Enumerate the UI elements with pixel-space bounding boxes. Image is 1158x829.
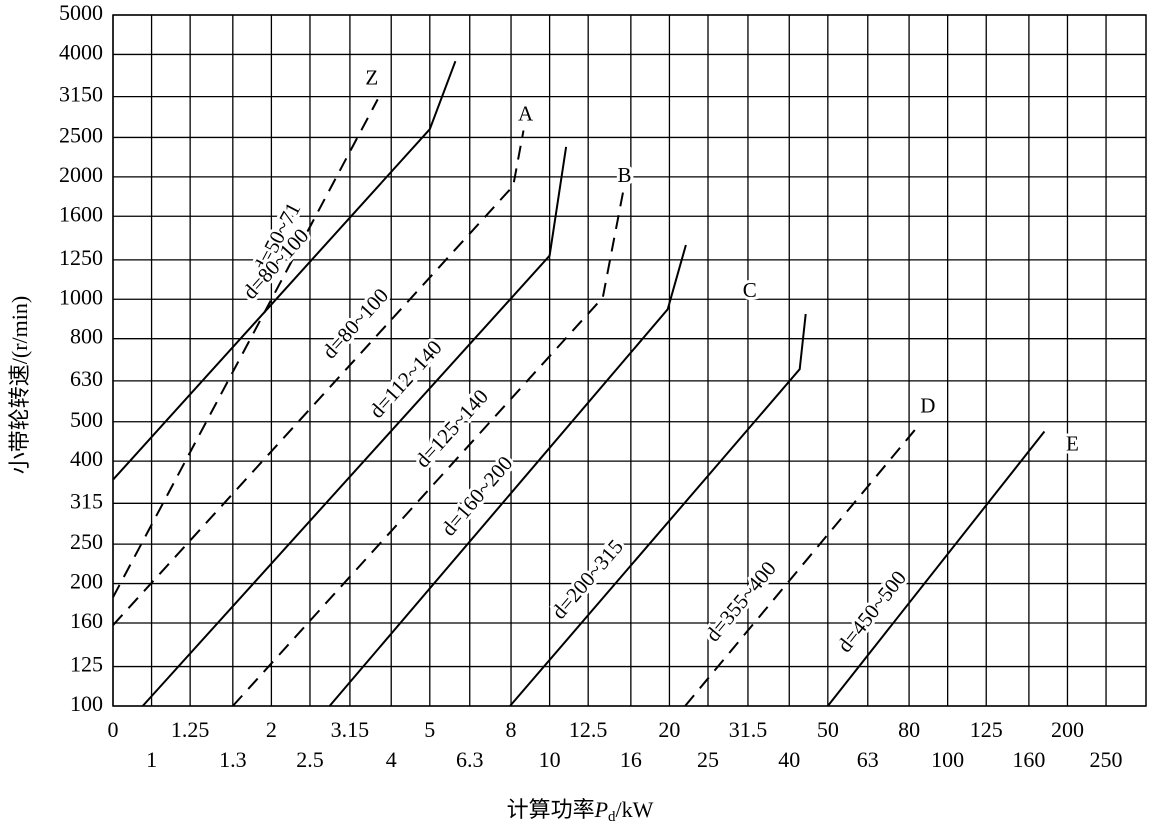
y-tick-label: 800 bbox=[70, 324, 103, 349]
belt-curve bbox=[509, 313, 807, 707]
y-tick-label: 5000 bbox=[59, 0, 103, 25]
x-tick-label: 1.25 bbox=[171, 717, 210, 742]
belt-curve bbox=[112, 98, 379, 598]
x-tick-label: 63 bbox=[857, 747, 879, 772]
belt-curve bbox=[827, 430, 1046, 707]
x-label-sub: d bbox=[608, 809, 616, 825]
belt-type-label: A bbox=[518, 101, 534, 125]
belt-curve bbox=[328, 244, 687, 707]
x-tick-label: 20 bbox=[658, 717, 680, 742]
diameter-label: d=355~400 bbox=[701, 557, 781, 647]
x-tick-label: 80 bbox=[898, 717, 920, 742]
x-tick-label: 160 bbox=[1012, 747, 1045, 772]
y-axis-label: 小带轮转速/(r/min) bbox=[7, 296, 32, 474]
belt-curve bbox=[112, 130, 525, 626]
diameter-label: d=80~100 bbox=[317, 283, 393, 363]
x-tick-label: 200 bbox=[1051, 717, 1084, 742]
belt-type-label: C bbox=[743, 278, 757, 302]
x-tick-label: 125 bbox=[970, 717, 1003, 742]
x-label-unit: /kW bbox=[616, 797, 654, 822]
y-tick-label: 1000 bbox=[59, 284, 103, 309]
belt-type-label: D bbox=[920, 393, 935, 417]
x-tick-label: 250 bbox=[1090, 747, 1123, 772]
y-tick-label: 400 bbox=[70, 446, 103, 471]
x-tick-label: 3.15 bbox=[331, 717, 370, 742]
y-tick-label: 125 bbox=[70, 652, 103, 677]
belt-curve bbox=[141, 146, 568, 707]
x-tick-label: 12.5 bbox=[569, 717, 608, 742]
x-tick-label: 8 bbox=[506, 717, 517, 742]
x-label-var: P bbox=[594, 797, 608, 822]
y-tick-label: 315 bbox=[70, 488, 103, 513]
plot-frame bbox=[112, 14, 1147, 707]
y-tick-label: 2000 bbox=[59, 162, 103, 187]
y-tick-label: 630 bbox=[70, 366, 103, 391]
x-tick-label: 4 bbox=[386, 747, 397, 772]
x-tick-label: 25 bbox=[697, 747, 719, 772]
y-tick-label: 1250 bbox=[59, 245, 103, 270]
x-label-text: 计算功率 bbox=[507, 797, 595, 822]
y-tick-label: 1600 bbox=[59, 201, 103, 226]
y-tick-label: 160 bbox=[70, 608, 103, 633]
x-tick-label: 10 bbox=[539, 747, 561, 772]
belt-type-label: E bbox=[1066, 431, 1079, 455]
x-tick-label: 50 bbox=[817, 717, 839, 742]
belt-type-label: Z bbox=[365, 65, 378, 89]
x-tick-label: 1.3 bbox=[219, 747, 247, 772]
y-tick-label: 100 bbox=[70, 691, 103, 716]
y-tick-label: 200 bbox=[70, 569, 103, 594]
diameter-label: d=160~200 bbox=[436, 451, 517, 540]
x-tick-label: 31.5 bbox=[729, 717, 768, 742]
x-tick-label: 5 bbox=[424, 717, 435, 742]
diameter-label: d=112~140 bbox=[364, 335, 446, 422]
x-tick-label: 6.3 bbox=[456, 747, 484, 772]
y-tick-label: 4000 bbox=[59, 39, 103, 64]
x-tick-label: 2 bbox=[266, 717, 277, 742]
diameter-label: d=200~315 bbox=[547, 535, 628, 624]
x-tick-label: 2.5 bbox=[296, 747, 324, 772]
x-axis-label: 计算功率Pd/kW bbox=[507, 797, 654, 825]
diameter-label: d=450~500 bbox=[832, 566, 911, 657]
belt-curve bbox=[112, 60, 457, 481]
x-tick-label: 40 bbox=[778, 747, 800, 772]
y-tick-label: 250 bbox=[70, 529, 103, 554]
belt-curve bbox=[232, 174, 628, 707]
x-tick-label: 1 bbox=[146, 747, 157, 772]
x-tick-label: 16 bbox=[620, 747, 642, 772]
y-tick-label: 500 bbox=[70, 407, 103, 432]
y-tick-label: 2500 bbox=[59, 122, 103, 147]
belt-curve bbox=[684, 426, 918, 707]
x-tick-label: 100 bbox=[931, 747, 964, 772]
belt-type-label: B bbox=[617, 163, 631, 187]
y-tick-label: 3150 bbox=[59, 82, 103, 107]
x-tick-label: 0 bbox=[108, 717, 119, 742]
